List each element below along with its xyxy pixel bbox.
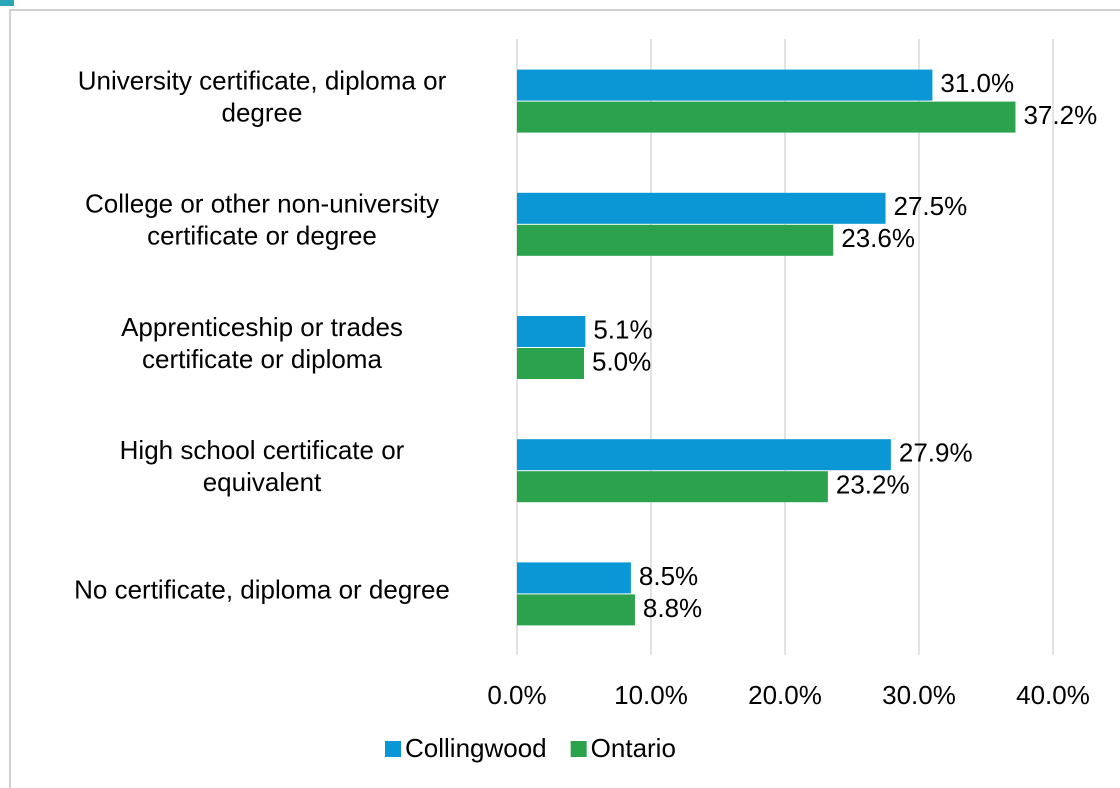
y-tick-label: University certificate, diploma or [78,65,447,95]
x-tick-label: 40.0% [1016,680,1090,710]
value-label: 8.5% [639,561,698,591]
bar [517,594,635,626]
value-label: 23.2% [836,470,910,500]
bar [517,101,1016,133]
x-tick-label: 30.0% [882,680,956,710]
y-tick-label: No certificate, diploma or degree [74,574,450,604]
value-label: 5.0% [592,346,651,376]
value-label: 37.2% [1023,100,1097,130]
legend-swatch [570,741,587,757]
bar [517,69,933,101]
y-tick-label: High school certificate or [120,435,405,465]
value-label: 23.6% [841,223,915,253]
bar [517,348,584,379]
frame [9,9,1120,788]
corner-accent [0,0,14,6]
x-tick-label: 10.0% [614,680,688,710]
x-tick-label: 20.0% [748,680,822,710]
value-label: 31.0% [940,68,1014,98]
bar [517,224,834,256]
value-label: 5.1% [593,314,652,344]
y-tick-label: equivalent [203,467,322,497]
value-label: 8.8% [643,593,702,623]
value-label: 27.5% [894,191,968,221]
y-tick-label: certificate or diploma [142,344,382,374]
y-tick-label: certificate or degree [147,221,377,251]
bar [517,192,886,224]
y-tick-label: degree [222,97,303,127]
bar [517,562,631,594]
value-label: 27.9% [899,438,973,468]
x-tick-label: 0.0% [487,680,546,710]
legend-label: Collingwood [405,733,547,763]
legend-swatch [385,741,401,757]
y-tick-label: College or other non-university [85,189,439,219]
bar [517,316,586,347]
bar [517,471,828,503]
y-tick-label: Apprenticeship or trades [121,312,403,342]
legend-label: Ontario [591,733,676,763]
bar [517,439,891,471]
